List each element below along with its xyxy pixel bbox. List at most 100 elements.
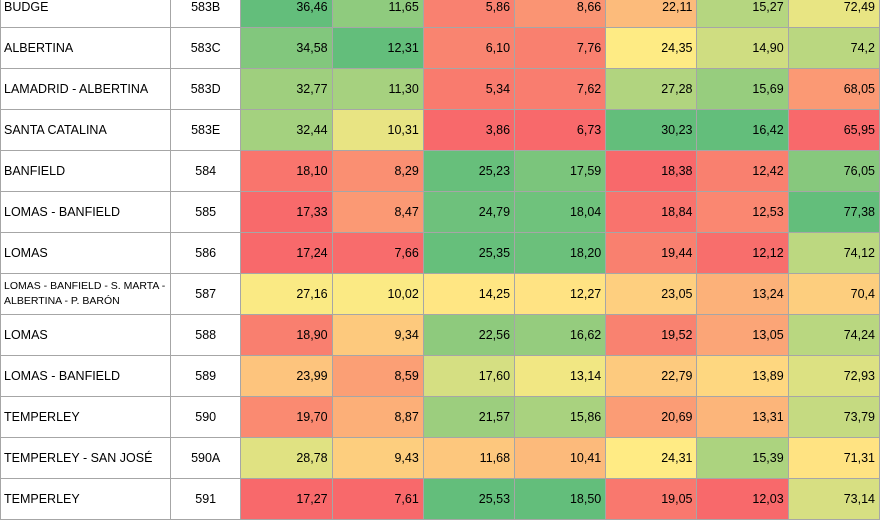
cell-value-col1[interactable]: 27,16 xyxy=(240,273,333,315)
cell-value-col7[interactable]: 76,05 xyxy=(787,150,880,192)
cell-value-col7[interactable]: 71,31 xyxy=(787,437,880,479)
cell-localidad[interactable]: TEMPERLEY - SAN JOSÉ xyxy=(0,437,171,479)
cell-value-col2[interactable]: 10,31 xyxy=(331,109,424,151)
cell-circuito[interactable]: 583C xyxy=(169,27,242,69)
cell-value-col1[interactable]: 19,70 xyxy=(240,396,333,438)
cell-value-col1[interactable]: 18,10 xyxy=(240,150,333,192)
cell-value-col4[interactable]: 17,59 xyxy=(514,150,607,192)
cell-circuito[interactable]: 584 xyxy=(169,150,242,192)
cell-localidad[interactable]: LOMAS - BANFIELD xyxy=(0,355,171,397)
cell-value-col5[interactable]: 18,84 xyxy=(605,191,698,233)
cell-value-col3[interactable]: 25,23 xyxy=(422,150,516,192)
cell-value-col5[interactable]: 20,69 xyxy=(605,396,698,438)
cell-value-col4[interactable]: 18,04 xyxy=(514,191,607,233)
cell-value-col6[interactable]: 13,24 xyxy=(696,273,789,315)
cell-value-col1[interactable]: 18,90 xyxy=(240,314,333,356)
cell-value-col5[interactable]: 22,79 xyxy=(605,355,698,397)
cell-value-col5[interactable]: 27,28 xyxy=(605,68,698,110)
cell-circuito[interactable]: 588 xyxy=(169,314,242,356)
cell-value-col7[interactable]: 74,24 xyxy=(787,314,880,356)
cell-value-col4[interactable]: 10,41 xyxy=(514,437,607,479)
cell-value-col2[interactable]: 8,59 xyxy=(331,355,424,397)
cell-circuito[interactable]: 590A xyxy=(169,437,242,479)
cell-value-col6[interactable]: 16,42 xyxy=(696,109,789,151)
cell-localidad[interactable]: LOMAS - BANFIELD - S. MARTA - ALBERTINA … xyxy=(0,273,171,315)
cell-value-col4[interactable]: 8,66 xyxy=(514,0,607,28)
cell-value-col6[interactable]: 15,27 xyxy=(696,0,789,28)
cell-value-col7[interactable]: 65,95 xyxy=(787,109,880,151)
cell-value-col2[interactable]: 8,87 xyxy=(331,396,424,438)
cell-value-col6[interactable]: 12,12 xyxy=(696,232,789,274)
cell-value-col7[interactable]: 72,49 xyxy=(787,0,880,28)
cell-value-col1[interactable]: 32,77 xyxy=(240,68,333,110)
cell-localidad[interactable]: LOMAS xyxy=(0,232,171,274)
cell-value-col4[interactable]: 18,20 xyxy=(514,232,607,274)
cell-value-col6[interactable]: 12,42 xyxy=(696,150,789,192)
cell-value-col7[interactable]: 77,38 xyxy=(787,191,880,233)
cell-circuito[interactable]: 586 xyxy=(169,232,242,274)
cell-circuito[interactable]: 583D xyxy=(169,68,242,110)
cell-localidad[interactable]: ALBERTINA xyxy=(0,27,171,69)
cell-localidad[interactable]: LOMAS xyxy=(0,314,171,356)
cell-value-col3[interactable]: 22,56 xyxy=(422,314,516,356)
cell-value-col5[interactable]: 18,38 xyxy=(605,150,698,192)
cell-value-col7[interactable]: 72,93 xyxy=(787,355,880,397)
cell-value-col2[interactable]: 10,02 xyxy=(331,273,424,315)
cell-circuito[interactable]: 591 xyxy=(169,478,242,520)
cell-value-col7[interactable]: 70,4 xyxy=(787,273,880,315)
cell-value-col1[interactable]: 34,58 xyxy=(240,27,333,69)
cell-value-col6[interactable]: 15,69 xyxy=(696,68,789,110)
cell-value-col3[interactable]: 11,68 xyxy=(422,437,516,479)
cell-localidad[interactable]: LOMAS - BANFIELD xyxy=(0,191,171,233)
cell-value-col1[interactable]: 17,27 xyxy=(240,478,333,520)
cell-value-col4[interactable]: 16,62 xyxy=(514,314,607,356)
cell-value-col2[interactable]: 7,66 xyxy=(331,232,424,274)
cell-value-col7[interactable]: 74,12 xyxy=(787,232,880,274)
cell-value-col3[interactable]: 14,25 xyxy=(422,273,516,315)
cell-value-col2[interactable]: 9,34 xyxy=(331,314,424,356)
cell-value-col2[interactable]: 11,30 xyxy=(331,68,424,110)
cell-value-col2[interactable]: 9,43 xyxy=(331,437,424,479)
cell-value-col7[interactable]: 73,14 xyxy=(787,478,880,520)
cell-value-col6[interactable]: 14,90 xyxy=(696,27,789,69)
cell-circuito[interactable]: 587 xyxy=(169,273,242,315)
cell-value-col1[interactable]: 17,24 xyxy=(240,232,333,274)
cell-value-col3[interactable]: 5,34 xyxy=(422,68,516,110)
cell-value-col6[interactable]: 13,05 xyxy=(696,314,789,356)
cell-value-col1[interactable]: 36,46 xyxy=(240,0,333,28)
cell-value-col3[interactable]: 24,79 xyxy=(422,191,516,233)
cell-circuito[interactable]: 585 xyxy=(169,191,242,233)
cell-value-col1[interactable]: 23,99 xyxy=(240,355,333,397)
cell-circuito[interactable]: 590 xyxy=(169,396,242,438)
cell-value-col1[interactable]: 28,78 xyxy=(240,437,333,479)
cell-value-col5[interactable]: 19,44 xyxy=(605,232,698,274)
cell-value-col3[interactable]: 17,60 xyxy=(422,355,516,397)
cell-localidad[interactable]: LAMADRID - ALBERTINA xyxy=(0,68,171,110)
cell-value-col4[interactable]: 18,50 xyxy=(514,478,607,520)
cell-value-col2[interactable]: 12,31 xyxy=(331,27,424,69)
cell-localidad[interactable]: BANFIELD xyxy=(0,150,171,192)
cell-value-col5[interactable]: 23,05 xyxy=(605,273,698,315)
cell-circuito[interactable]: 589 xyxy=(169,355,242,397)
cell-value-col2[interactable]: 8,47 xyxy=(331,191,424,233)
cell-localidad[interactable]: BUDGE xyxy=(0,0,171,28)
cell-value-col4[interactable]: 15,86 xyxy=(514,396,607,438)
cell-value-col3[interactable]: 3,86 xyxy=(422,109,516,151)
cell-value-col4[interactable]: 7,76 xyxy=(514,27,607,69)
cell-localidad[interactable]: TEMPERLEY xyxy=(0,396,171,438)
cell-value-col6[interactable]: 13,31 xyxy=(696,396,789,438)
cell-value-col1[interactable]: 17,33 xyxy=(240,191,333,233)
cell-value-col3[interactable]: 21,57 xyxy=(422,396,516,438)
cell-value-col3[interactable]: 5,86 xyxy=(422,0,516,28)
cell-value-col6[interactable]: 12,53 xyxy=(696,191,789,233)
cell-circuito[interactable]: 583E xyxy=(169,109,242,151)
cell-value-col6[interactable]: 12,03 xyxy=(696,478,789,520)
cell-value-col1[interactable]: 32,44 xyxy=(240,109,333,151)
cell-localidad[interactable]: SANTA CATALINA xyxy=(0,109,171,151)
cell-value-col4[interactable]: 6,73 xyxy=(514,109,607,151)
cell-value-col3[interactable]: 25,35 xyxy=(422,232,516,274)
cell-value-col4[interactable]: 13,14 xyxy=(514,355,607,397)
cell-value-col4[interactable]: 7,62 xyxy=(514,68,607,110)
cell-localidad[interactable]: TEMPERLEY xyxy=(0,478,171,520)
cell-circuito[interactable]: 583B xyxy=(169,0,242,28)
